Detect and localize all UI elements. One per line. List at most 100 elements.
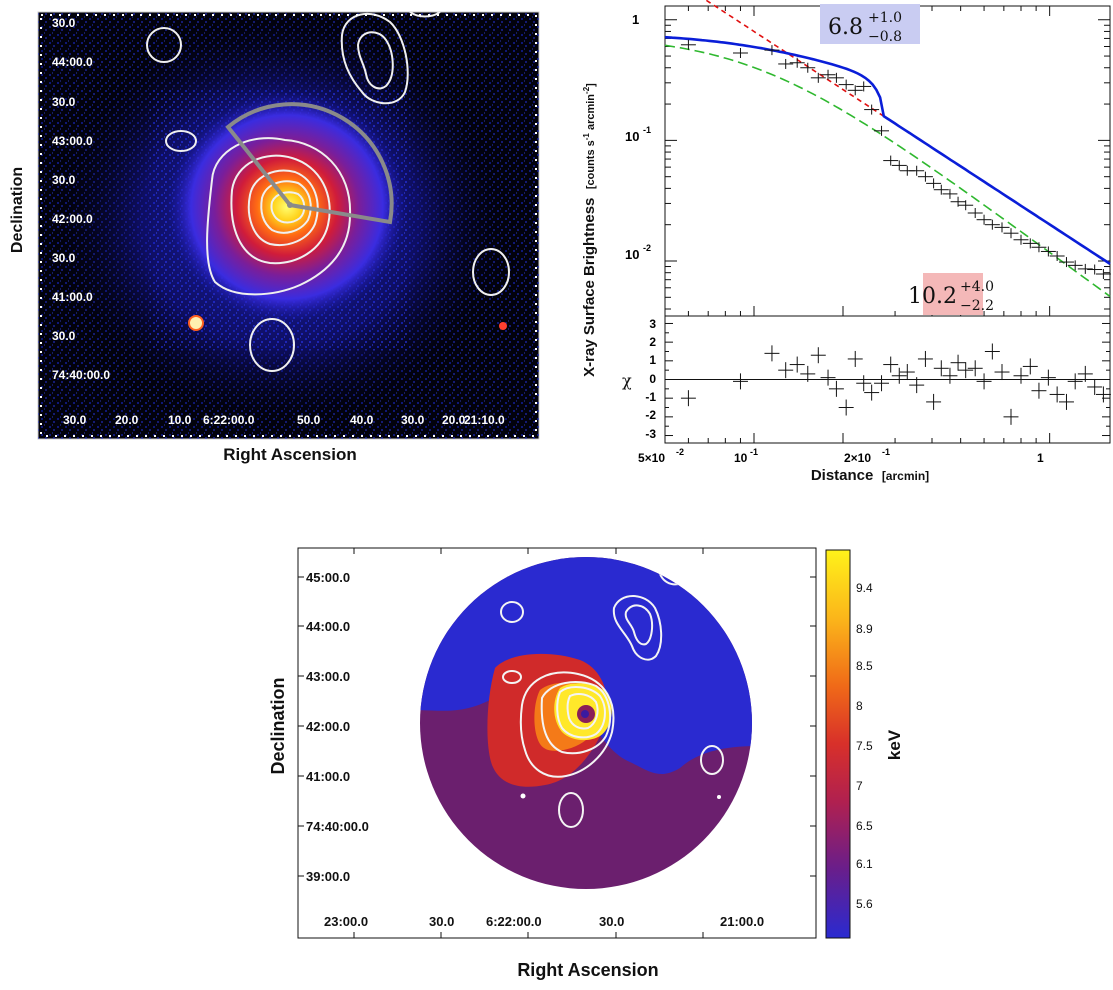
residual-point (917, 350, 933, 367)
svg-text:6:22:00.0: 6:22:00.0 (486, 914, 542, 929)
data-point (967, 207, 983, 218)
map-dec-tick-labels: 45:00.0 44:00.0 43:00.0 42:00.0 41:00.0 … (306, 570, 369, 884)
svg-text:30.0: 30.0 (63, 413, 87, 427)
svg-text:6.8: 6.8 (828, 15, 863, 40)
data-point (1095, 269, 1111, 280)
dec-tick-labels: 30.0 44:00.0 30.0 43:00.0 30.0 42:00.0 3… (52, 16, 110, 382)
residual-point (891, 367, 907, 384)
data-point (847, 85, 863, 96)
residual-point (950, 354, 966, 371)
svg-text:8: 8 (856, 699, 863, 713)
map-dec-axis-label: Declination (268, 677, 288, 774)
residual-point (864, 384, 880, 401)
data-point (789, 57, 805, 68)
data-point (1003, 228, 1019, 239)
data-point (984, 219, 1000, 230)
residual-point (778, 362, 794, 379)
sector-region (225, 102, 394, 225)
data-point (1087, 264, 1103, 275)
x-tick-label: -1 (882, 447, 890, 457)
residual-point (820, 369, 836, 386)
svg-text:+4.0: +4.0 (960, 279, 994, 295)
svg-text:6.1: 6.1 (856, 857, 873, 871)
xray-image-panel: 30.0 44:00.0 30.0 43:00.0 30.0 42:00.0 3… (0, 0, 560, 470)
svg-text:3: 3 (649, 317, 656, 331)
svg-text:45:00.0: 45:00.0 (306, 570, 350, 585)
svg-text:30.0: 30.0 (52, 329, 76, 343)
svg-text:30.0: 30.0 (52, 95, 76, 109)
residual-point (942, 367, 958, 384)
x-tick-label: 2×10 (844, 451, 871, 465)
residual-point (1040, 369, 1056, 386)
data-point (994, 222, 1010, 233)
residual-point (847, 350, 863, 367)
svg-text:−0.8: −0.8 (868, 29, 902, 45)
svg-text:21:00.0: 21:00.0 (720, 914, 764, 929)
residual-point (926, 393, 942, 410)
svg-text:39:00.0: 39:00.0 (306, 869, 350, 884)
data-point (909, 165, 925, 176)
y-tick-label: 1 (632, 12, 639, 27)
svg-text:44:00.0: 44:00.0 (52, 55, 93, 69)
point-source (188, 315, 204, 331)
data-point (764, 45, 780, 56)
svg-text:X-ray Surface Brightness: X-ray Surface Brightness [counts s-1 arc… (581, 83, 598, 377)
data-point (917, 171, 933, 182)
svg-text:−2.2: −2.2 (960, 298, 994, 314)
residual-point (909, 377, 925, 394)
svg-text:42:00.0: 42:00.0 (306, 719, 350, 734)
svg-text:44:00.0: 44:00.0 (306, 619, 350, 634)
y-tick-label: -2 (643, 243, 651, 253)
residual-point (874, 375, 890, 392)
data-point (820, 69, 836, 80)
svg-text:30.0: 30.0 (52, 251, 76, 265)
svg-text:43:00.0: 43:00.0 (306, 669, 350, 684)
data-point (732, 48, 748, 59)
residual-point (899, 364, 915, 381)
residual-point (764, 345, 780, 362)
data-point (950, 196, 966, 207)
radio-contours (146, 12, 510, 372)
data-point (1077, 263, 1093, 274)
data-point (1031, 242, 1047, 253)
data-point (976, 214, 992, 225)
residual-point (1003, 408, 1019, 425)
data-point (926, 178, 942, 189)
svg-text:30.0: 30.0 (401, 413, 425, 427)
svg-text:10.2: 10.2 (908, 284, 957, 309)
svg-text:10.0: 10.0 (168, 413, 192, 427)
resid-axis-title: χ (622, 371, 632, 390)
data-point (856, 81, 872, 92)
data-point (874, 125, 890, 136)
broken-powerlaw-model (664, 35, 1111, 265)
data-point (933, 184, 949, 195)
inner-temperature-annotation: 6.8 +1.0 −0.8 (820, 4, 920, 45)
residual-point (1067, 373, 1083, 390)
svg-text:41:00.0: 41:00.0 (306, 769, 350, 784)
residual-point (1087, 378, 1103, 395)
svg-text:30.0: 30.0 (52, 173, 76, 187)
residual-point (680, 390, 696, 407)
x-tick-label: 10 (734, 451, 748, 465)
ra-axis-label: Right Ascension (223, 445, 357, 464)
svg-text:-3: -3 (645, 427, 656, 441)
svg-text:-2: -2 (645, 408, 656, 422)
residual-point (994, 364, 1010, 381)
svg-text:8.9: 8.9 (856, 622, 873, 636)
y-axis-title: X-ray Surface Brightness [counts s-1 arc… (581, 83, 598, 377)
data-point (680, 39, 696, 50)
svg-text:40.0: 40.0 (350, 413, 374, 427)
svg-text:30.0: 30.0 (429, 914, 454, 929)
svg-text:2: 2 (649, 335, 656, 349)
y-tick-label: 10 (625, 129, 639, 144)
temperature-map (420, 557, 752, 889)
residual-point (1031, 382, 1047, 399)
xray-image-figure: 30.0 44:00.0 30.0 43:00.0 30.0 42:00.0 3… (9, 11, 540, 464)
sb-profile-chart: 1 10 -1 10 -2 3 2 1 0 -1 -2 -3 5×10 -2 1… (581, 0, 1111, 484)
x-tick-label: 5×10 (638, 451, 665, 465)
svg-text:8.5: 8.5 (856, 659, 873, 673)
model-curves (664, 0, 1111, 298)
svg-text:-1: -1 (645, 390, 656, 404)
data-point (810, 72, 826, 83)
temperature-map-figure: 45:00.0 44:00.0 43:00.0 42:00.0 41:00.0 … (268, 547, 904, 980)
